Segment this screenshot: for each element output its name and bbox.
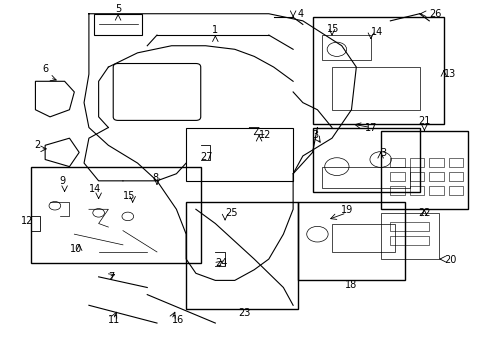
- Text: 15: 15: [326, 23, 339, 33]
- Text: 3: 3: [312, 130, 318, 140]
- Bar: [409, 172, 424, 181]
- Bar: [297, 202, 404, 280]
- Text: 9: 9: [60, 176, 66, 186]
- Bar: [312, 17, 443, 124]
- Text: 11: 11: [108, 315, 121, 325]
- Text: 10: 10: [69, 244, 81, 254]
- Text: 8: 8: [152, 173, 158, 183]
- Text: 23: 23: [238, 308, 250, 318]
- Bar: [389, 222, 428, 231]
- Bar: [428, 172, 443, 181]
- Bar: [428, 186, 443, 195]
- Bar: [30, 167, 201, 262]
- Text: 22: 22: [417, 208, 430, 219]
- Text: 17: 17: [364, 123, 376, 133]
- Text: 18: 18: [345, 279, 357, 289]
- Text: 16: 16: [171, 315, 183, 325]
- Text: 26: 26: [428, 9, 441, 19]
- Bar: [448, 186, 462, 195]
- Bar: [389, 158, 404, 167]
- Text: 4: 4: [297, 9, 304, 19]
- Text: 21: 21: [417, 116, 430, 126]
- Bar: [312, 127, 419, 192]
- Bar: [389, 186, 404, 195]
- Bar: [322, 167, 409, 188]
- Text: 2: 2: [34, 140, 40, 150]
- Bar: [428, 158, 443, 167]
- Text: 12: 12: [21, 216, 33, 225]
- Text: 6: 6: [42, 64, 48, 74]
- Bar: [331, 224, 394, 252]
- Text: 14: 14: [89, 184, 101, 194]
- Text: 5: 5: [115, 4, 121, 14]
- Text: 20: 20: [443, 255, 455, 265]
- Bar: [322, 35, 370, 60]
- Text: 25: 25: [224, 208, 237, 219]
- Text: 7: 7: [108, 273, 114, 282]
- Text: 15: 15: [122, 190, 135, 201]
- Text: 27: 27: [201, 152, 213, 162]
- Bar: [331, 67, 419, 110]
- Text: 24: 24: [215, 258, 227, 268]
- Text: 19: 19: [340, 205, 352, 215]
- Bar: [409, 186, 424, 195]
- Text: 3: 3: [380, 148, 386, 158]
- Bar: [389, 172, 404, 181]
- Bar: [448, 172, 462, 181]
- Bar: [409, 158, 424, 167]
- Bar: [186, 202, 297, 309]
- Bar: [380, 213, 438, 259]
- Text: 1: 1: [212, 25, 218, 35]
- Text: 14: 14: [370, 27, 383, 37]
- Text: 12: 12: [259, 130, 271, 140]
- Text: 13: 13: [443, 69, 455, 79]
- Bar: [389, 236, 428, 245]
- Bar: [380, 131, 467, 209]
- Bar: [448, 158, 462, 167]
